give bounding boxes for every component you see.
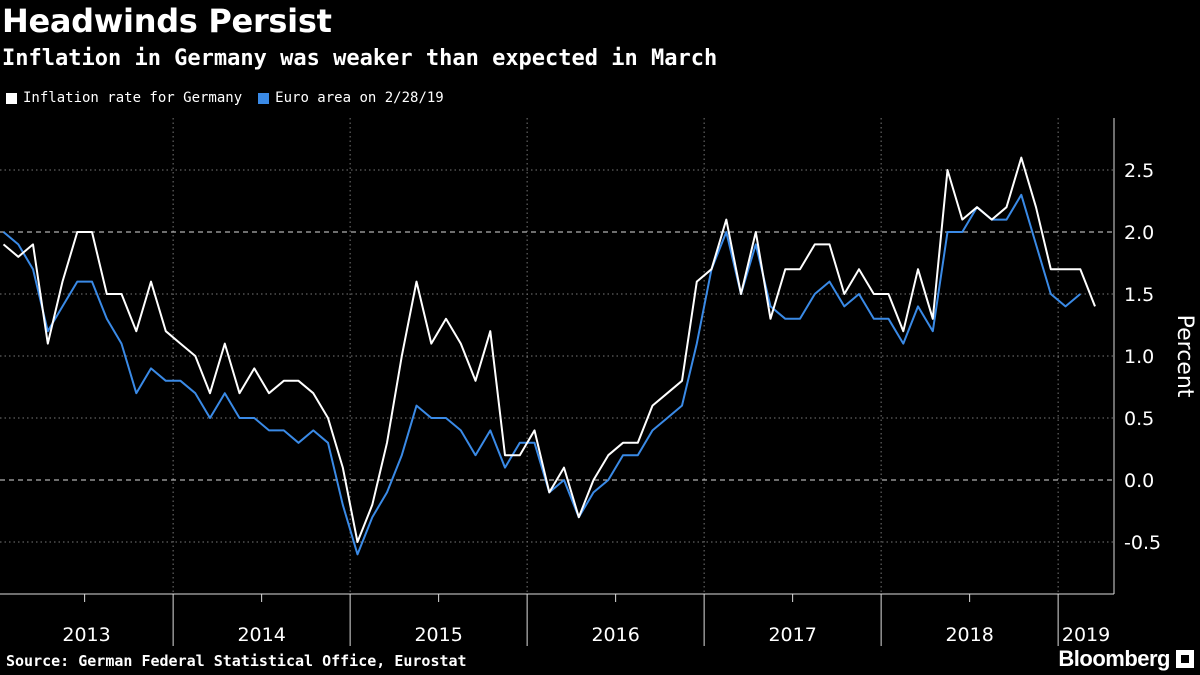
legend-label-euro-area: Euro area on 2/28/19 <box>275 90 444 106</box>
source-note: Source: German Federal Statistical Offic… <box>6 652 467 670</box>
y-tick-label: 1.0 <box>1124 346 1154 368</box>
x-tick-label: 2019 <box>1062 624 1110 646</box>
y-tick-label: -0.5 <box>1124 532 1161 554</box>
chart-title: Headwinds Persist <box>2 2 332 40</box>
y-tick-label: 2.0 <box>1124 222 1154 244</box>
x-tick-label: 2014 <box>237 624 285 646</box>
y-axis-label: Percent <box>1172 315 1197 398</box>
bloomberg-terminal-icon <box>1176 650 1194 668</box>
legend-item-germany: Inflation rate for Germany <box>6 90 242 106</box>
y-tick-label: 0.0 <box>1124 470 1154 492</box>
y-tick-label: 1.5 <box>1124 284 1154 306</box>
legend-label-germany: Inflation rate for Germany <box>23 90 243 106</box>
legend-swatch-germany <box>6 92 17 104</box>
legend-swatch-euro-area <box>258 92 270 104</box>
x-tick-label: 2016 <box>591 624 639 646</box>
y-tick-label: 0.5 <box>1124 408 1154 430</box>
x-tick-label: 2013 <box>62 624 110 646</box>
y-tick-label: 2.5 <box>1124 160 1154 182</box>
chart-subtitle: Inflation in Germany was weaker than exp… <box>2 46 718 71</box>
bloomberg-logo: Bloomberg <box>1058 646 1170 671</box>
legend: Inflation rate for Germany Euro area on … <box>6 90 460 106</box>
series-line-euro-area <box>2 193 1081 556</box>
x-tick-label: 2017 <box>768 624 816 646</box>
legend-item-euro-area: Euro area on 2/28/19 <box>258 90 444 106</box>
x-tick-label: 2018 <box>945 624 993 646</box>
series-line-germany <box>2 156 1096 543</box>
x-tick-label: 2015 <box>414 624 462 646</box>
